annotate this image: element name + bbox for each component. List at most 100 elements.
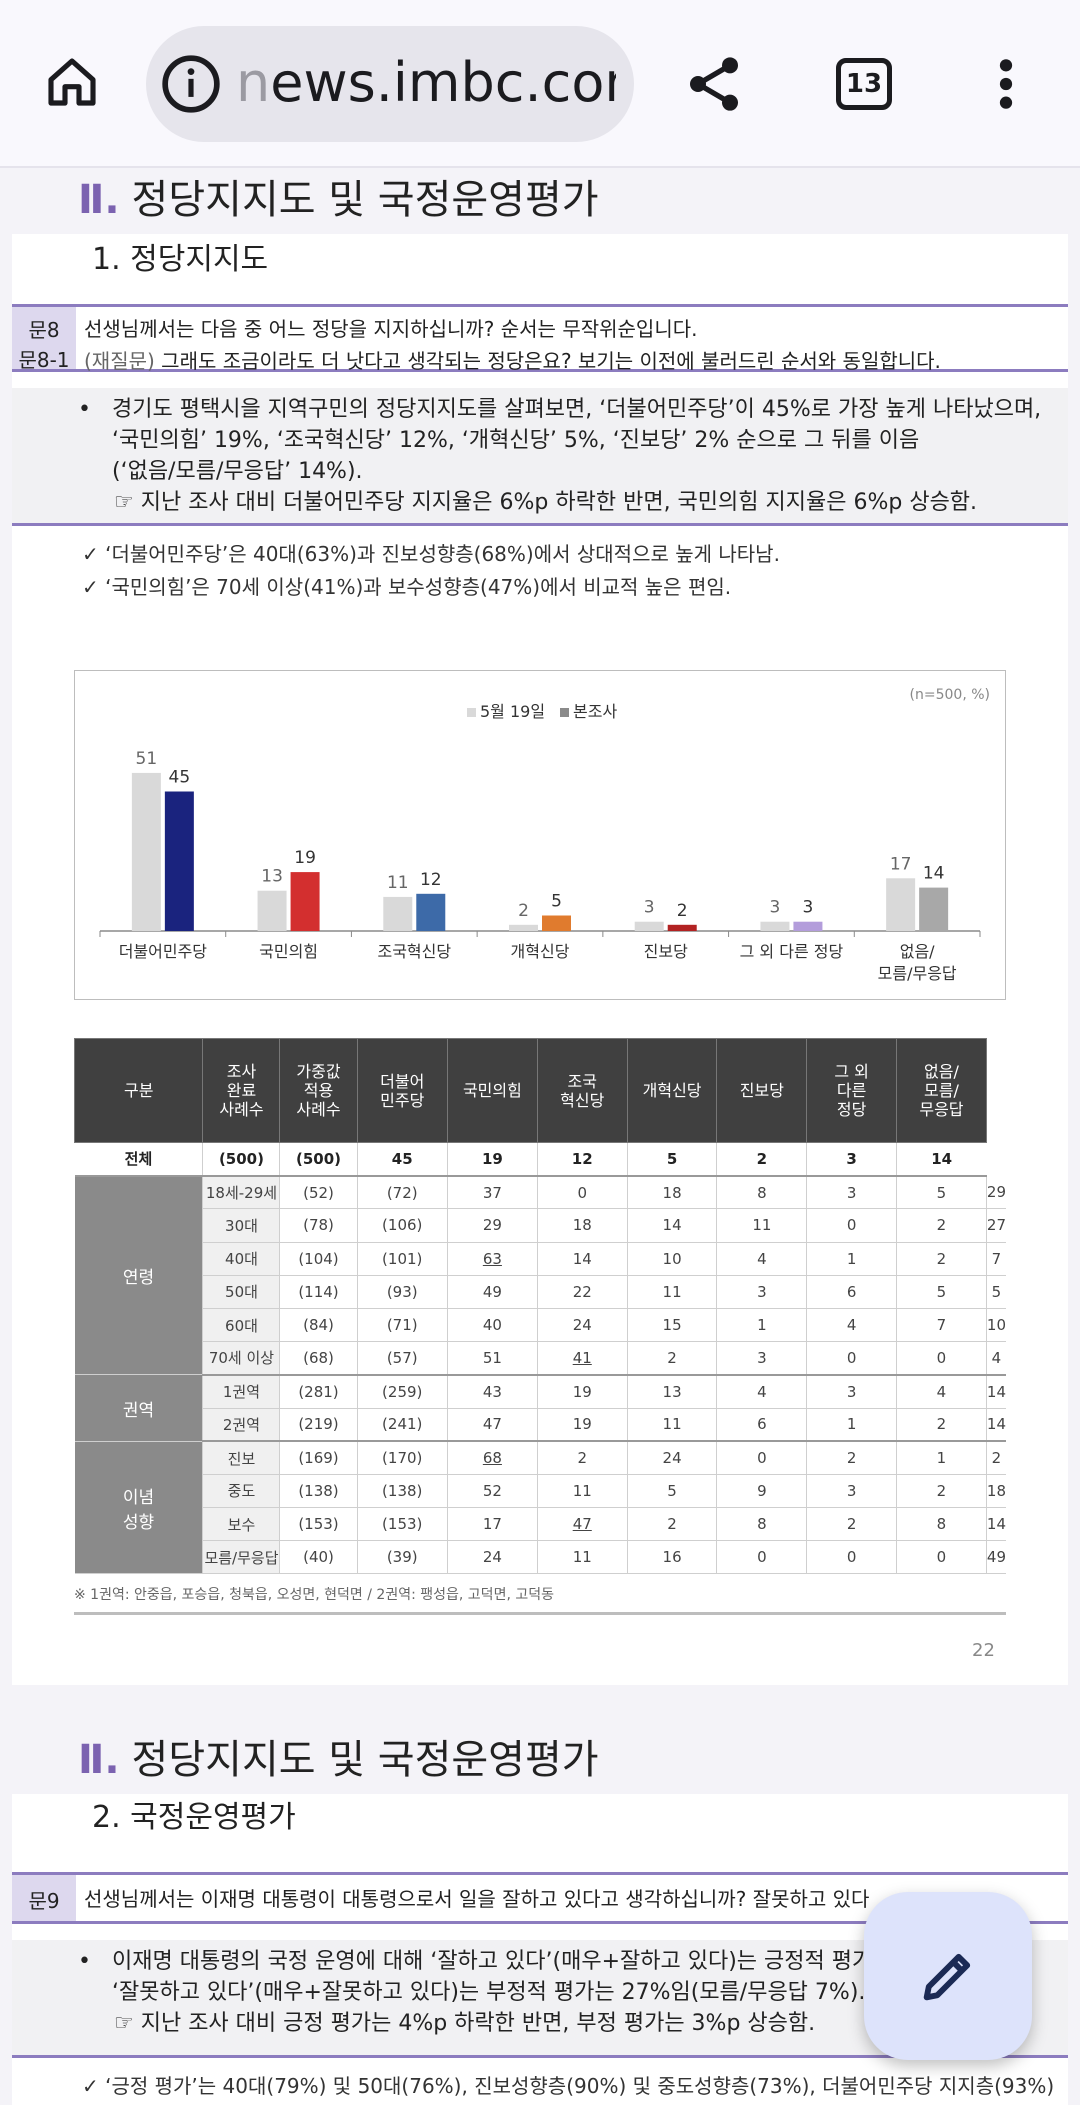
section-title: Ⅱ. 정당지지도 및 국정운영평가	[78, 177, 599, 223]
table-cell: 3	[716, 1275, 807, 1309]
table-row: 2권역 (219) (241) 47 19 11 6 1 2 14	[75, 1408, 1006, 1443]
table-cell: 2	[716, 1142, 807, 1177]
table-cell: 10	[985, 1308, 1006, 1343]
table-cell: 45	[356, 1142, 448, 1177]
divider	[74, 1612, 1006, 1615]
table-header: 조사 완료 사례수	[202, 1038, 281, 1143]
check-item: ✓ ‘더불어민주당’은 40대(63%)과 진보성향층(68%)에서 상대적으로…	[82, 542, 780, 566]
x-tick-label: 조국혁신당	[377, 942, 451, 961]
table-cell: 17	[446, 1507, 538, 1542]
data-label: 12	[420, 870, 442, 890]
table-row-label: 모름/무응답	[202, 1540, 280, 1575]
table-row-label: 1권역	[202, 1374, 280, 1409]
table-row-label: 70세 이상	[202, 1341, 280, 1376]
bar-series-2	[164, 791, 194, 931]
table-cell: 8	[895, 1507, 987, 1542]
table-cell: 2	[626, 1507, 717, 1542]
table-cell: 6	[806, 1275, 897, 1309]
more-menu-icon[interactable]	[990, 52, 1022, 116]
table-header: 개혁신당	[626, 1038, 718, 1143]
table-row-label: 보수	[202, 1507, 280, 1542]
bar-series-2	[542, 915, 571, 931]
table-cell: 0	[536, 1175, 628, 1210]
share-icon[interactable]	[682, 52, 746, 116]
table-row-label: 50대	[202, 1275, 280, 1309]
data-label: 5	[551, 892, 562, 912]
table-cell: (114)	[279, 1275, 357, 1309]
table-row: 50대 (114) (93) 49 22 11 3 6 5 5	[75, 1275, 1006, 1309]
table-cell: 8	[716, 1175, 807, 1210]
address-bar[interactable]: news.imbc.com	[146, 26, 634, 142]
x-tick-label: 더불어민주당	[119, 942, 208, 961]
table-cell: (500)	[202, 1142, 280, 1177]
table-cell: 1	[895, 1441, 987, 1475]
table-cell: 2	[626, 1341, 717, 1376]
table-cell: 2	[806, 1441, 897, 1475]
table-header: 그 외 다른 정당	[806, 1038, 897, 1143]
bar-series-1	[383, 896, 413, 931]
table-cell: 14	[985, 1374, 1006, 1409]
table-cell: 3	[806, 1474, 897, 1509]
table-row: 40대 (104) (101) 63 14 10 4 1 2 7	[75, 1242, 1006, 1276]
table-cell: 3	[716, 1341, 807, 1376]
table-cell: 2	[895, 1242, 987, 1276]
home-icon[interactable]	[40, 50, 104, 114]
table-cell: 0	[895, 1341, 987, 1376]
table-cell: 6	[716, 1408, 807, 1443]
table-cell: 14	[536, 1242, 628, 1276]
tab-switcher-button[interactable]: 13	[836, 58, 892, 110]
question-label: 문9	[12, 1875, 76, 1921]
table-cell: 1	[806, 1408, 897, 1443]
table-cell: 43	[446, 1374, 538, 1409]
table-cell: 51	[446, 1341, 538, 1376]
table-cell: 14	[895, 1142, 987, 1177]
table-row: 연령 18세-29세 (52) (72) 37 0 18 8 3 5 29	[74, 1175, 1006, 1376]
table-group-label: 연령	[74, 1175, 203, 1376]
edit-fab-button[interactable]	[864, 1892, 1032, 2060]
tab-count: 13	[845, 69, 883, 99]
table-cell: (84)	[279, 1308, 357, 1343]
browser-toolbar: news.imbc.com 13	[0, 0, 1080, 168]
legend-label: 본조사	[573, 702, 617, 721]
data-label: 11	[387, 873, 409, 893]
data-label: 19	[294, 848, 316, 868]
table-cell: 8	[716, 1507, 807, 1542]
table-cell: 3	[806, 1175, 897, 1210]
section-title: Ⅱ. 정당지지도 및 국정운영평가	[78, 1737, 599, 1783]
table-cell: (169)	[279, 1441, 357, 1475]
table-row: 중도 (138) (138) 52 11 5 9 3 2 18	[75, 1474, 1006, 1509]
table-cell: 27	[985, 1208, 1006, 1243]
data-label: 14	[923, 864, 945, 884]
table-cell: 2	[895, 1474, 987, 1509]
table-cell: (170)	[356, 1441, 448, 1475]
table-row: 권역 1권역 (281) (259) 43 19 13 4 3 4 14	[74, 1374, 1006, 1442]
table-cell: 29	[446, 1208, 538, 1243]
table-cell: 10	[626, 1242, 717, 1276]
table-cell: (219)	[279, 1408, 357, 1443]
legend-label: 5월 19일	[480, 702, 545, 721]
table-cell: 22	[536, 1275, 628, 1309]
table-header: 구분	[73, 1038, 204, 1143]
table-cell: 4	[985, 1341, 1006, 1376]
table-cell: 12	[536, 1142, 628, 1177]
report-page-1: Ⅱ. 정당지지도 및 국정운영평가 1. 정당지지도 문8 문8-1 선생님께서는 …	[12, 170, 1068, 1685]
table-row: 30대 (78) (106) 29 18 14 11 0 2 27	[75, 1208, 1006, 1243]
table-cell: 19	[536, 1374, 628, 1409]
table-cell: 18	[536, 1208, 628, 1243]
table-group-label: 이념 성향	[74, 1441, 203, 1575]
data-label: 3	[803, 898, 814, 918]
table-cell: (138)	[279, 1474, 357, 1509]
table-cell: (153)	[356, 1507, 448, 1542]
table-row-label: 진보	[202, 1441, 280, 1475]
info-icon[interactable]	[160, 53, 222, 115]
table-cell: 19	[536, 1408, 628, 1443]
table-cell: 0	[716, 1540, 807, 1575]
table-row-label: 18세-29세	[202, 1175, 280, 1210]
table-cell: 19	[446, 1142, 538, 1177]
url-text[interactable]: news.imbc.com	[236, 51, 616, 114]
table-cell: 49	[985, 1540, 1006, 1575]
table-cell: (241)	[356, 1408, 448, 1443]
summary-box: • 경기도 평택시을 지역구민의 정당지지도를 살펴보면, ‘더불어민주당’이 …	[12, 388, 1068, 526]
table-header: 국민의힘	[446, 1038, 538, 1143]
table-cell: 15	[626, 1308, 717, 1343]
